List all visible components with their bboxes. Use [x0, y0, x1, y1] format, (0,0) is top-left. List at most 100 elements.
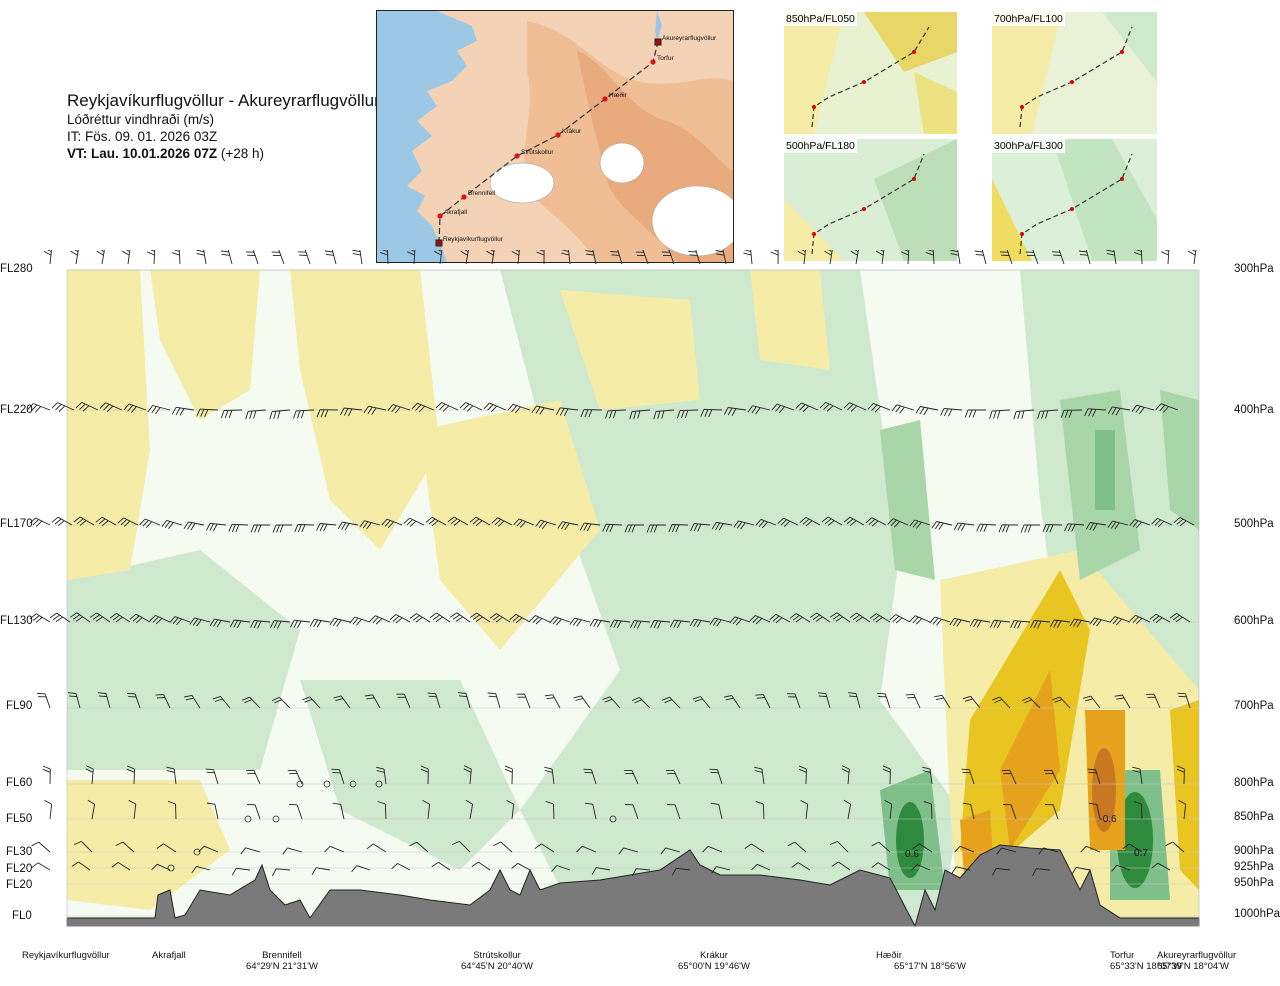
wind-barb [369, 615, 391, 625]
wind-barb [1165, 841, 1185, 853]
wind-barb [824, 243, 834, 265]
wind-barb [166, 766, 177, 785]
wind-barb [49, 612, 71, 623]
calm-circle [323, 780, 331, 788]
wind-barb [127, 693, 141, 709]
wind-barb [589, 618, 611, 628]
wind-barb [171, 406, 195, 416]
waypoint-marker [461, 194, 467, 200]
wind-barb [420, 765, 429, 785]
wind-barb [602, 696, 621, 709]
place-reykjavik: Reykjavíkurflugvöllur [22, 950, 110, 961]
wind-barb [1173, 517, 1195, 527]
fl-label-10: FL0 [12, 910, 32, 922]
wind-barb [877, 692, 891, 709]
mini-map-700[interactable]: 700hPa/FL100 [992, 12, 1165, 134]
wind-barb [389, 614, 411, 624]
wind-barb [1045, 804, 1059, 820]
wind-barb [377, 801, 387, 820]
wind-barb [1013, 409, 1035, 420]
wind-barb [1177, 692, 1191, 709]
wind-barb [1169, 613, 1191, 623]
wind-barb [71, 861, 91, 871]
wind-barb [379, 244, 389, 265]
wind-barb [245, 769, 261, 785]
wind-barb [126, 765, 135, 785]
wind-barb [403, 517, 425, 527]
wind-barb [869, 613, 891, 623]
wind-barb [29, 517, 51, 527]
wind-barb [231, 867, 251, 876]
wind-barb [411, 402, 435, 413]
mini-map-300[interactable]: 300hPa/FL300 [992, 139, 1165, 261]
wind-barb [632, 868, 651, 877]
wind-barb [1176, 765, 1185, 785]
wind-barb [1088, 802, 1101, 820]
wind-barb [819, 401, 843, 412]
wind-barb [205, 768, 219, 785]
wind-barb [87, 799, 96, 820]
wind-barb [70, 243, 80, 265]
wind-barb [560, 245, 571, 265]
waypoint-label: Hæðir [609, 91, 628, 99]
wind-barb [1052, 696, 1071, 709]
wind-barb [489, 613, 511, 623]
wind-barb [821, 516, 843, 526]
wind-barb [1132, 766, 1143, 785]
wind-barb [337, 521, 359, 531]
waypoint-marker [602, 96, 608, 102]
wind-barb [67, 692, 81, 709]
wind-barb [962, 695, 981, 709]
wind-barb [212, 695, 231, 709]
wind-barb [609, 619, 631, 629]
wind-barb [729, 616, 751, 626]
place-akrafjall: Akrafjall [152, 950, 186, 961]
wind-barb [1155, 403, 1179, 413]
wind-barb [506, 800, 515, 820]
wind-barb [545, 800, 555, 820]
wind-barb [929, 616, 951, 626]
waypoint-label: Strútskollur [521, 149, 554, 156]
wind-barb [850, 243, 860, 265]
wind-barb [433, 243, 443, 265]
fl-label-2: FL170 [0, 518, 33, 530]
waypoint-label: Torfur [657, 55, 674, 62]
wind-barb [961, 768, 975, 785]
wind-barb [557, 521, 579, 531]
wind-barb [1114, 694, 1131, 709]
wind-barb [1133, 244, 1143, 265]
wind-barb [171, 245, 181, 265]
wind-barb [396, 693, 411, 709]
wind-barb [507, 403, 531, 414]
wind-barb [630, 620, 651, 629]
fl-label-6: FL50 [6, 813, 33, 825]
route-map[interactable]: Akureyrarflugvöllur Torfur Hæðir Krákur Strú… [376, 10, 734, 263]
wind-barb [431, 861, 451, 871]
wind-barb [376, 766, 387, 785]
quantity-label: Lóðréttur vindhraði (m/s) [67, 112, 215, 127]
wind-barb [723, 695, 741, 709]
wind-barb [155, 694, 171, 709]
wind-barb [511, 244, 521, 265]
wind-barb [1111, 864, 1131, 872]
wind-barb [363, 405, 387, 415]
wind-barb [755, 800, 765, 820]
wind-barb [139, 518, 161, 528]
hpa-label-1: 400hPa [1234, 404, 1274, 416]
wind-barb [425, 516, 447, 527]
wind-barb [184, 694, 201, 709]
mini-map-500[interactable]: 500hPa/FL180 [784, 139, 957, 261]
wind-barb [1042, 524, 1063, 533]
wind-barb [573, 695, 591, 709]
wind-barb [229, 619, 251, 629]
wind-barb [209, 618, 231, 628]
wind-barb [875, 243, 885, 265]
wind-barb [324, 247, 337, 265]
mini-map-850[interactable]: 850hPa/FL050 [784, 12, 957, 134]
wind-barb [646, 524, 666, 533]
wind-barb [624, 524, 645, 533]
wind-barb [989, 409, 1011, 419]
wind-barb [653, 409, 675, 420]
wind-barb [925, 245, 935, 265]
wind-barb [149, 614, 171, 625]
